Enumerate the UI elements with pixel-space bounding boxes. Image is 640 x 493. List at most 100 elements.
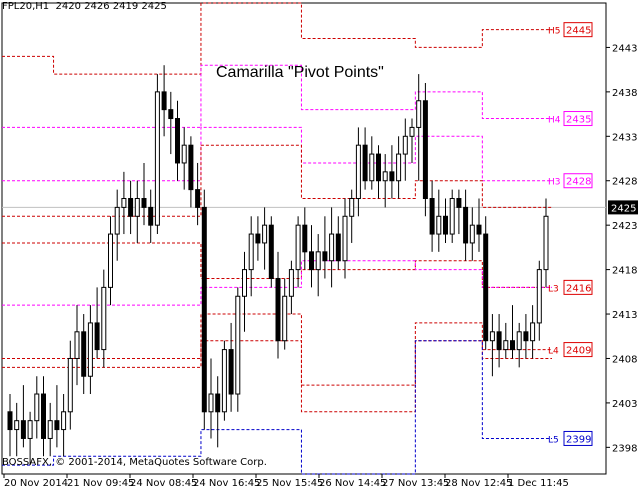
candle-up	[369, 153, 375, 182]
pivot-tag-h3	[563, 173, 593, 189]
candle-down	[255, 233, 261, 244]
candle-up	[121, 198, 127, 208]
candle-up	[87, 322, 93, 377]
candle-up	[242, 269, 247, 297]
pivot-value-l5: 2399	[566, 434, 591, 445]
candle-up	[282, 295, 288, 342]
candle-up	[342, 215, 348, 262]
candle-down	[463, 206, 469, 244]
pivot-label-h3: H3	[548, 178, 561, 188]
y-tick-label: 2408	[612, 354, 637, 365]
candle-up	[134, 198, 140, 217]
symbol-line: FPL20,H1 2420 2426 2419 2425	[2, 1, 167, 12]
candle-down	[335, 233, 341, 262]
candle-down	[456, 198, 462, 208]
candle-down	[483, 233, 489, 342]
candle-down	[81, 331, 87, 377]
candle-up	[288, 269, 294, 297]
candle-down	[422, 100, 428, 200]
candle-up	[355, 144, 361, 200]
candle-up	[402, 135, 408, 155]
pivot-label-h5: H5	[548, 27, 561, 37]
candle-up	[503, 340, 509, 351]
pivot-line-l3	[2, 242, 552, 288]
candle-up	[108, 233, 113, 288]
candle-up	[543, 215, 549, 271]
candle-down	[161, 91, 167, 111]
pivot-value-h3: 2428	[566, 177, 591, 188]
candle-up	[14, 420, 20, 431]
pivot-label-h4: H4	[548, 116, 561, 126]
current-price-box	[608, 200, 638, 215]
candle-up	[74, 331, 80, 359]
candle-down	[7, 411, 13, 431]
y-tick-label: 2418	[612, 266, 637, 277]
candle-up	[208, 393, 214, 413]
candle-up	[530, 322, 536, 342]
current-price-label: 2425	[611, 203, 636, 214]
candle-down	[309, 251, 314, 271]
candle-down	[128, 198, 134, 217]
x-tick-label: 26 Nov 14:45	[319, 478, 386, 489]
candle-up	[295, 224, 301, 271]
pivot-label-l4: L4	[548, 347, 559, 357]
candle-up	[221, 349, 227, 413]
copyright-text: BOSSAFX, © 2001-2014, MetaQuotes Softwar…	[2, 457, 267, 468]
candle-up	[248, 233, 254, 271]
candle-up	[61, 411, 67, 431]
pivot-line-l5	[2, 340, 552, 475]
candle-up	[349, 198, 355, 217]
candle-down	[476, 224, 482, 235]
pivot-tag-l4	[563, 342, 593, 358]
candle-up	[154, 91, 160, 226]
pivot-line-h5	[2, 2, 552, 75]
candle-up	[436, 215, 442, 235]
x-tick-label: 20 Nov 2014	[4, 478, 68, 489]
pivot-value-h4: 2435	[566, 115, 591, 126]
x-tick-label: 28 Nov 12:45	[445, 478, 512, 489]
candle-up	[315, 251, 321, 271]
candle-up	[67, 357, 73, 413]
candle-up	[409, 126, 415, 137]
ohlc-values: 2420 2426 2419 2425	[55, 1, 167, 12]
y-tick-label: 2443	[612, 43, 637, 54]
candle-down	[496, 331, 502, 351]
pivot-line-l5-red	[2, 340, 552, 413]
candle-down	[195, 189, 201, 208]
candle-down	[201, 206, 207, 413]
candle-down	[175, 118, 180, 164]
candle-down	[362, 144, 368, 182]
candle-down	[510, 340, 515, 351]
candle-up	[469, 224, 475, 244]
candle-up	[536, 269, 542, 324]
candle-up	[114, 206, 120, 235]
x-tick-label: 25 Nov 15:45	[256, 478, 323, 489]
x-tick-label: 1 Dec 11:45	[508, 478, 569, 489]
candle-down	[268, 224, 274, 279]
candle-down	[41, 393, 46, 439]
candle-up	[382, 171, 388, 182]
candle-down	[429, 198, 435, 235]
x-tick-label: 24 Nov 08:45	[130, 478, 197, 489]
candle-up	[416, 100, 422, 128]
pivot-value-h5: 2445	[566, 26, 591, 37]
candle-up	[47, 420, 53, 439]
x-tick-label: 24 Nov 16:45	[193, 478, 260, 489]
candle-down	[523, 331, 529, 342]
x-tick-label: 27 Nov 13:45	[382, 478, 449, 489]
candle-up	[516, 331, 522, 351]
candle-up	[449, 198, 455, 235]
y-tick-label: 2438	[612, 88, 637, 99]
candle-down	[376, 153, 381, 182]
candle-down	[389, 171, 395, 182]
y-tick-label: 2423	[612, 221, 637, 232]
candle-down	[322, 251, 328, 262]
pivot-line-h3	[2, 126, 552, 182]
pivot-tag-h4	[563, 111, 593, 127]
candle-down	[168, 109, 174, 120]
pivot-label-l3: L3	[548, 284, 559, 294]
candle-down	[188, 144, 194, 191]
pivot-line-l4	[2, 313, 552, 386]
candle-down	[302, 224, 308, 253]
